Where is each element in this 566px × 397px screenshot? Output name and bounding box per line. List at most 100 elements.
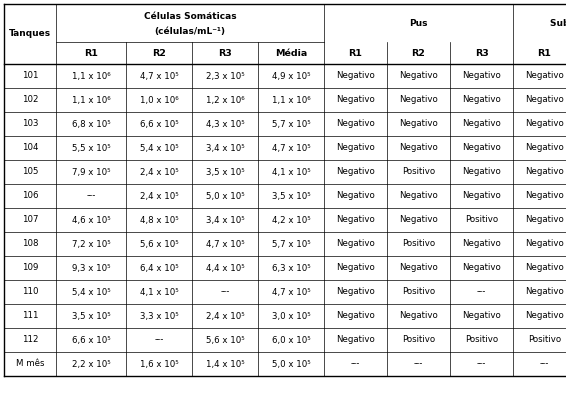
Text: 1,1 x 10⁶: 1,1 x 10⁶	[72, 71, 110, 81]
Text: Negativo: Negativo	[336, 96, 375, 104]
Text: Negativo: Negativo	[336, 287, 375, 297]
Text: 111: 111	[22, 312, 38, 320]
Text: 6,4 x 10⁵: 6,4 x 10⁵	[140, 264, 178, 272]
Text: 3,4 x 10⁵: 3,4 x 10⁵	[205, 216, 245, 224]
Text: 6,6 x 10⁵: 6,6 x 10⁵	[140, 119, 178, 129]
Text: Negativo: Negativo	[525, 119, 564, 129]
Text: 5,5 x 10⁵: 5,5 x 10⁵	[72, 143, 110, 152]
Text: 4,1 x 10⁵: 4,1 x 10⁵	[140, 287, 178, 297]
Text: 4,6 x 10⁵: 4,6 x 10⁵	[72, 216, 110, 224]
Text: 3,0 x 10⁵: 3,0 x 10⁵	[272, 312, 310, 320]
Text: Pus: Pus	[409, 19, 428, 27]
Text: Negativo: Negativo	[399, 143, 438, 152]
Text: Negativo: Negativo	[525, 143, 564, 152]
Text: 5,6 x 10⁵: 5,6 x 10⁵	[205, 335, 245, 345]
Text: 3,5 x 10⁵: 3,5 x 10⁵	[272, 191, 310, 200]
Text: Negativo: Negativo	[336, 119, 375, 129]
Text: 5,4 x 10⁵: 5,4 x 10⁵	[140, 143, 178, 152]
Text: Positivo: Positivo	[465, 335, 498, 345]
Text: 2,3 x 10⁵: 2,3 x 10⁵	[205, 71, 245, 81]
Text: 4,4 x 10⁵: 4,4 x 10⁵	[205, 264, 245, 272]
Text: Negativo: Negativo	[462, 96, 501, 104]
Text: 4,8 x 10⁵: 4,8 x 10⁵	[140, 216, 178, 224]
Text: 106: 106	[22, 191, 38, 200]
Text: Positivo: Positivo	[402, 287, 435, 297]
Text: ---: ---	[414, 360, 423, 368]
Text: Média: Média	[275, 48, 307, 58]
Text: R1: R1	[84, 48, 98, 58]
Text: 3,4 x 10⁵: 3,4 x 10⁵	[205, 143, 245, 152]
Text: Negativo: Negativo	[525, 287, 564, 297]
Text: R1: R1	[349, 48, 362, 58]
Text: 1,0 x 10⁶: 1,0 x 10⁶	[140, 96, 178, 104]
Text: ---: ---	[540, 360, 549, 368]
Text: 104: 104	[22, 143, 38, 152]
Text: 1,1 x 10⁶: 1,1 x 10⁶	[272, 96, 310, 104]
Text: 6,0 x 10⁵: 6,0 x 10⁵	[272, 335, 310, 345]
Text: Negativo: Negativo	[399, 96, 438, 104]
Text: 6,8 x 10⁵: 6,8 x 10⁵	[72, 119, 110, 129]
Text: Negativo: Negativo	[462, 143, 501, 152]
Text: 4,7 x 10⁵: 4,7 x 10⁵	[205, 239, 245, 249]
Text: Negativo: Negativo	[336, 143, 375, 152]
Text: R2: R2	[152, 48, 166, 58]
Text: 4,2 x 10⁵: 4,2 x 10⁵	[272, 216, 310, 224]
Text: Negativo: Negativo	[462, 239, 501, 249]
Text: Negativo: Negativo	[462, 119, 501, 129]
Text: Negativo: Negativo	[462, 191, 501, 200]
Text: 107: 107	[22, 216, 38, 224]
Text: 6,6 x 10⁵: 6,6 x 10⁵	[72, 335, 110, 345]
Text: Negativo: Negativo	[399, 191, 438, 200]
Text: 5,0 x 10⁵: 5,0 x 10⁵	[272, 360, 310, 368]
Text: 5,4 x 10⁵: 5,4 x 10⁵	[72, 287, 110, 297]
Text: 4,7 x 10⁵: 4,7 x 10⁵	[272, 143, 310, 152]
Text: 3,5 x 10⁵: 3,5 x 10⁵	[72, 312, 110, 320]
Text: 2,2 x 10⁵: 2,2 x 10⁵	[72, 360, 110, 368]
Text: 4,1 x 10⁵: 4,1 x 10⁵	[272, 168, 310, 177]
Text: Negativo: Negativo	[336, 239, 375, 249]
Text: ---: ---	[220, 287, 230, 297]
Text: 103: 103	[22, 119, 38, 129]
Text: 1,2 x 10⁶: 1,2 x 10⁶	[205, 96, 245, 104]
Text: Negativo: Negativo	[525, 191, 564, 200]
Text: 110: 110	[22, 287, 38, 297]
Text: Negativo: Negativo	[399, 71, 438, 81]
Text: R3: R3	[218, 48, 232, 58]
Text: Negativo: Negativo	[336, 312, 375, 320]
Text: 7,2 x 10⁵: 7,2 x 10⁵	[72, 239, 110, 249]
Text: 2,4 x 10⁵: 2,4 x 10⁵	[140, 191, 178, 200]
Text: ---: ---	[86, 191, 96, 200]
Text: Negativo: Negativo	[525, 96, 564, 104]
Text: 7,9 x 10⁵: 7,9 x 10⁵	[72, 168, 110, 177]
Text: 102: 102	[22, 96, 38, 104]
Text: Negativo: Negativo	[336, 168, 375, 177]
Text: 5,0 x 10⁵: 5,0 x 10⁵	[205, 191, 245, 200]
Text: Negativo: Negativo	[336, 216, 375, 224]
Text: Negativo: Negativo	[399, 312, 438, 320]
Text: Positivo: Positivo	[465, 216, 498, 224]
Text: 4,9 x 10⁵: 4,9 x 10⁵	[272, 71, 310, 81]
Text: Negativo: Negativo	[525, 239, 564, 249]
Text: Substâncias inibidoras: Substâncias inibidoras	[550, 19, 566, 27]
Text: 6,3 x 10⁵: 6,3 x 10⁵	[272, 264, 310, 272]
Text: Negativo: Negativo	[336, 335, 375, 345]
Text: Positivo: Positivo	[402, 168, 435, 177]
Text: 2,4 x 10⁵: 2,4 x 10⁵	[205, 312, 245, 320]
Text: ---: ---	[155, 335, 164, 345]
Text: (células/mL⁻¹): (células/mL⁻¹)	[155, 27, 225, 36]
Text: 2,4 x 10⁵: 2,4 x 10⁵	[140, 168, 178, 177]
Text: Negativo: Negativo	[525, 216, 564, 224]
Text: Negativo: Negativo	[462, 168, 501, 177]
Text: Negativo: Negativo	[399, 216, 438, 224]
Text: 5,7 x 10⁵: 5,7 x 10⁵	[272, 119, 310, 129]
Text: Negativo: Negativo	[525, 71, 564, 81]
Text: 1,1 x 10⁶: 1,1 x 10⁶	[72, 96, 110, 104]
Text: 109: 109	[22, 264, 38, 272]
Text: Negativo: Negativo	[399, 119, 438, 129]
Text: Negativo: Negativo	[462, 264, 501, 272]
Text: Positivo: Positivo	[402, 335, 435, 345]
Text: Negativo: Negativo	[336, 71, 375, 81]
Text: ---: ---	[477, 360, 486, 368]
Text: R2: R2	[411, 48, 426, 58]
Text: 4,7 x 10⁵: 4,7 x 10⁵	[272, 287, 310, 297]
